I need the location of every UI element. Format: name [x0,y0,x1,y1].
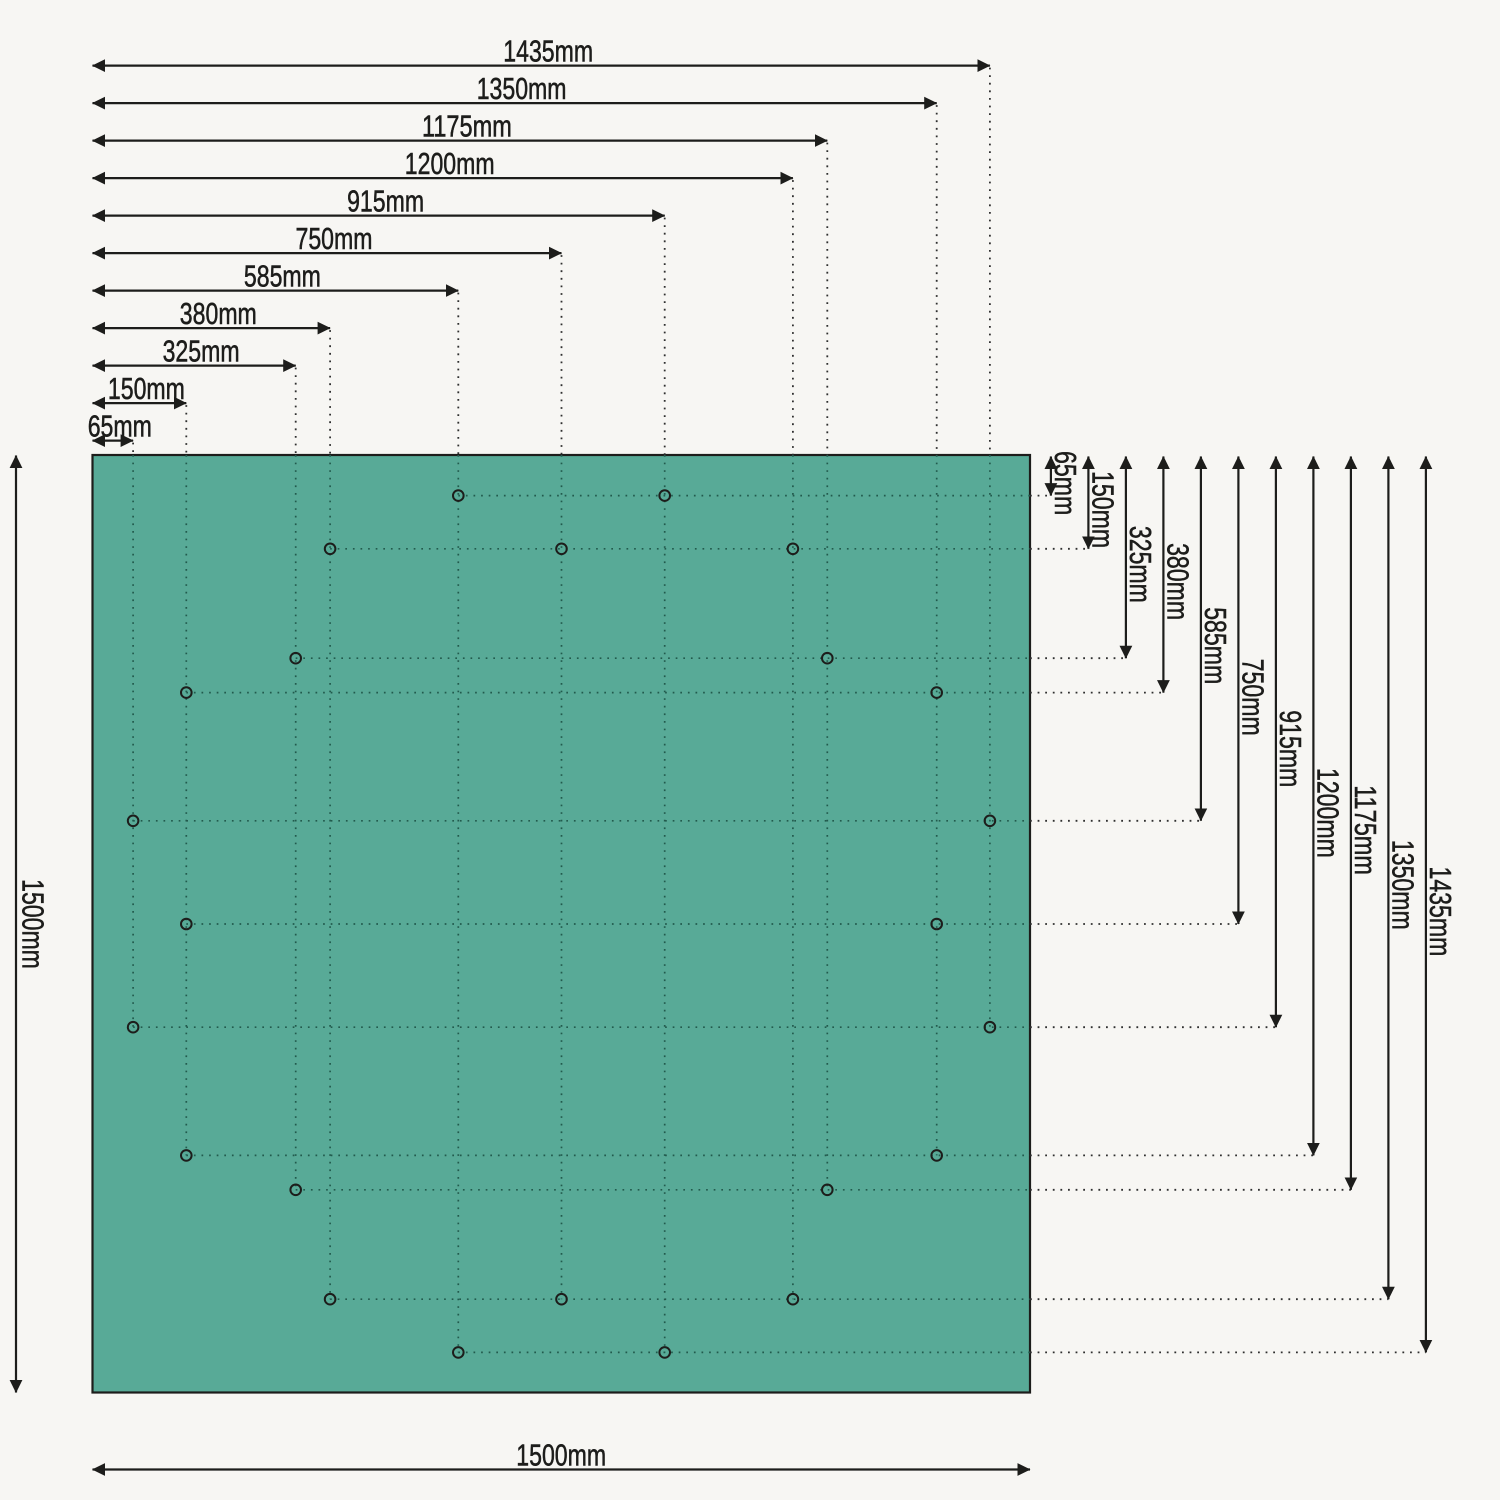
svg-text:1175mm: 1175mm [422,109,512,144]
svg-text:1350mm: 1350mm [477,71,567,106]
svg-text:150mm: 150mm [1085,471,1120,548]
svg-text:325mm: 325mm [1123,526,1158,603]
svg-text:915mm: 915mm [347,184,424,219]
svg-text:585mm: 585mm [244,259,321,294]
svg-text:1200mm: 1200mm [1310,768,1345,858]
svg-text:1500mm: 1500mm [516,1438,606,1473]
svg-text:325mm: 325mm [163,334,240,369]
svg-text:1350mm: 1350mm [1385,840,1420,930]
svg-text:1500mm: 1500mm [16,879,51,969]
svg-text:585mm: 585mm [1198,607,1233,684]
svg-text:380mm: 380mm [180,296,257,331]
svg-text:750mm: 750mm [1235,659,1270,736]
svg-text:915mm: 915mm [1273,710,1308,787]
svg-text:150mm: 150mm [108,371,185,406]
svg-text:1435mm: 1435mm [1423,867,1458,957]
svg-text:65mm: 65mm [1048,451,1083,515]
svg-text:750mm: 750mm [296,221,373,256]
svg-text:1175mm: 1175mm [1348,785,1383,875]
svg-text:1435mm: 1435mm [503,34,593,69]
svg-text:1200mm: 1200mm [405,146,495,181]
svg-text:380mm: 380mm [1160,543,1195,620]
svg-text:65mm: 65mm [88,409,152,444]
